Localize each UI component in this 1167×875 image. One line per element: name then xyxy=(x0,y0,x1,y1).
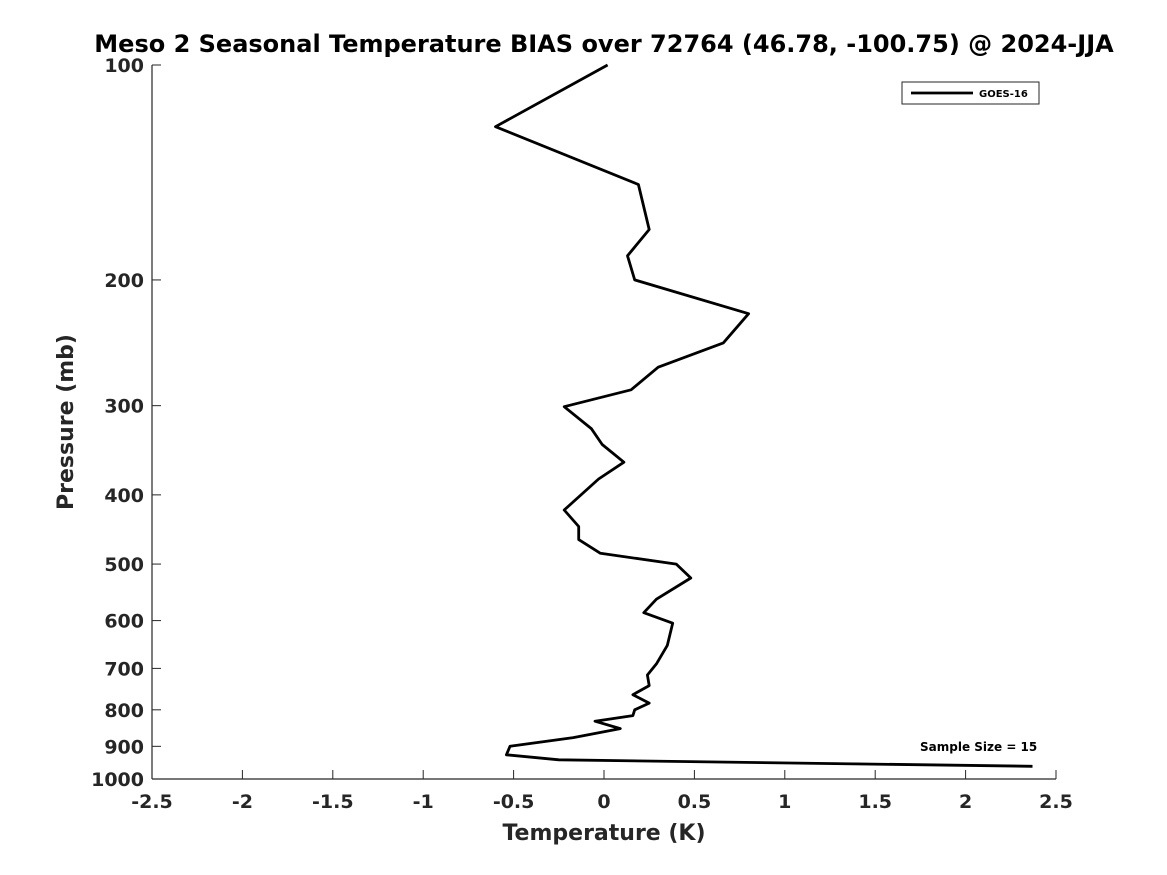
y-axis-label: Pressure (mb) xyxy=(54,334,79,510)
x-tick-label: 0 xyxy=(597,791,610,813)
x-tick-label: -2 xyxy=(232,791,253,813)
x-tick-label: 1 xyxy=(778,791,791,813)
series-line-goes-16 xyxy=(494,63,1033,768)
y-tick-label: 1000 xyxy=(91,769,144,791)
y-tick-label: 400 xyxy=(104,485,144,507)
y-ticks: 100 200 300 400 500 600 700 800 900 1000 xyxy=(91,55,161,791)
legend-label: GOES-16 xyxy=(979,89,1028,100)
y-tick-label: 900 xyxy=(104,736,144,758)
y-tick-label: 800 xyxy=(104,700,144,722)
x-tick-label: -0.5 xyxy=(493,791,535,813)
legend: GOES-16 xyxy=(901,81,1040,105)
y-tick-label: 700 xyxy=(104,658,144,680)
x-tick-label: 1.5 xyxy=(858,791,892,813)
x-tick-label: -1 xyxy=(413,791,434,813)
x-tick-label: 0.5 xyxy=(678,791,712,813)
chart-title: Meso 2 Seasonal Temperature BIAS over 72… xyxy=(94,30,1114,58)
y-tick-label: 500 xyxy=(104,554,144,576)
x-tick-label: 2.5 xyxy=(1039,791,1073,813)
plot-frame xyxy=(152,65,1056,779)
sample-size-annotation: Sample Size = 15 xyxy=(920,740,1037,754)
y-tick-label: 200 xyxy=(104,270,144,292)
x-tick-label: 2 xyxy=(959,791,972,813)
x-tick-label: -1.5 xyxy=(312,791,354,813)
y-tick-label: 100 xyxy=(104,55,144,77)
x-ticks: -2.5 -2 -1.5 -1 -0.5 0 0.5 1 1.5 2 2.5 xyxy=(131,770,1073,813)
y-tick-label: 300 xyxy=(104,396,144,418)
x-axis-label: Temperature (K) xyxy=(502,821,705,846)
y-tick-label: 600 xyxy=(104,611,144,633)
x-tick-label: -2.5 xyxy=(131,791,173,813)
